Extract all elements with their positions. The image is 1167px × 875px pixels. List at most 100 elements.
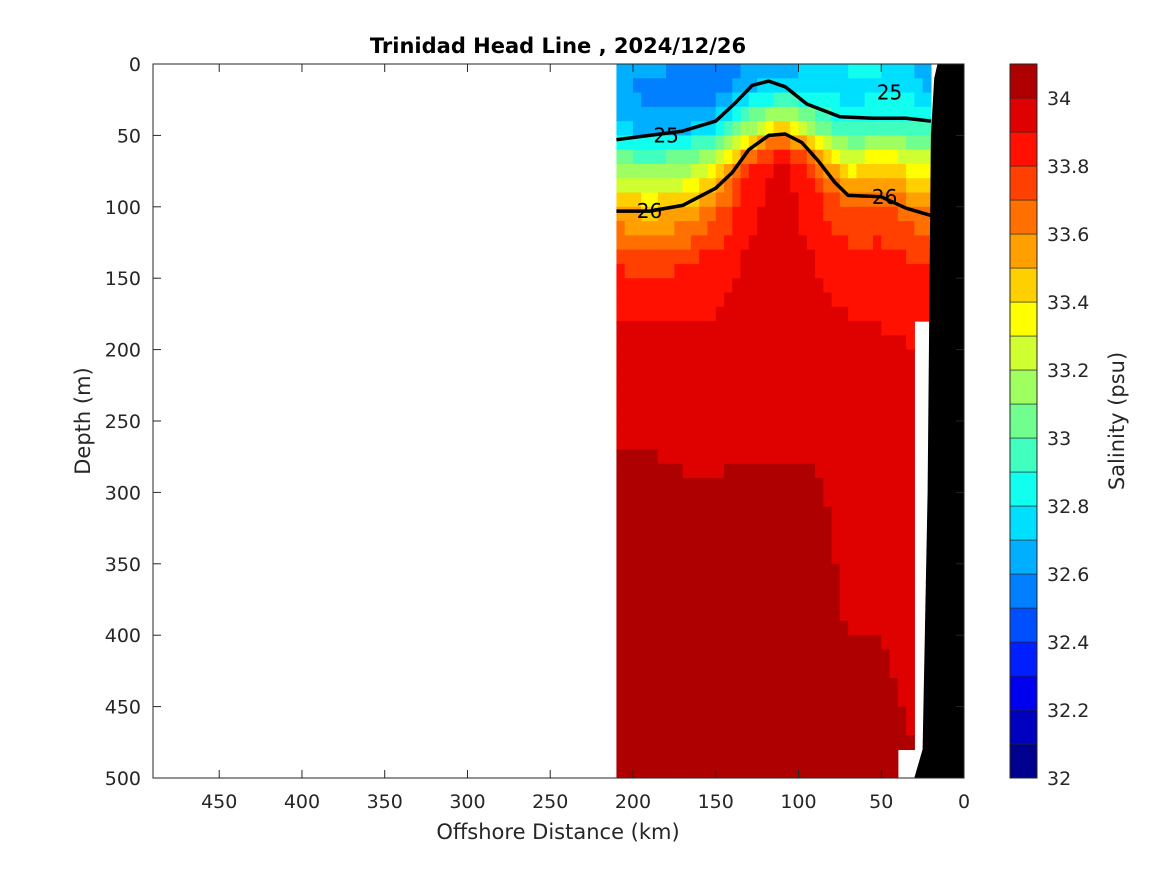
x-tick-label: 450 bbox=[201, 791, 237, 813]
salinity-cell bbox=[781, 478, 791, 493]
y-tick-label: 150 bbox=[105, 268, 141, 290]
salinity-cell bbox=[682, 106, 692, 122]
salinity-cell bbox=[757, 263, 766, 279]
salinity-cell bbox=[682, 535, 692, 551]
salinity-cell bbox=[798, 421, 808, 436]
salinity-cell bbox=[624, 492, 634, 508]
salinity-cell bbox=[889, 635, 899, 651]
salinity-cell bbox=[690, 506, 700, 522]
salinity-cell bbox=[856, 335, 866, 351]
salinity-cell bbox=[856, 121, 866, 136]
salinity-cell bbox=[831, 335, 841, 351]
salinity-cell bbox=[889, 121, 899, 136]
salinity-cell bbox=[848, 406, 858, 422]
salinity-cell bbox=[773, 249, 783, 265]
salinity-cell bbox=[823, 192, 833, 208]
y-axis-label: Depth (m) bbox=[71, 367, 95, 474]
colorbar-swatch bbox=[1009, 63, 1038, 99]
salinity-cell bbox=[674, 292, 684, 308]
salinity-cell bbox=[682, 263, 692, 279]
salinity-cell bbox=[790, 535, 800, 551]
salinity-cell bbox=[823, 563, 833, 579]
salinity-cell bbox=[641, 620, 651, 636]
salinity-cell bbox=[848, 249, 858, 265]
salinity-cell bbox=[831, 406, 841, 422]
salinity-cell bbox=[715, 278, 725, 294]
salinity-cell bbox=[732, 520, 742, 536]
salinity-cell bbox=[757, 192, 766, 208]
salinity-cell bbox=[715, 106, 725, 122]
salinity-cell bbox=[632, 92, 642, 108]
salinity-cell bbox=[641, 692, 651, 708]
salinity-cell bbox=[897, 578, 907, 593]
salinity-cell bbox=[616, 78, 626, 94]
salinity-cell bbox=[715, 349, 725, 365]
colorbar-frame bbox=[1009, 63, 1038, 779]
salinity-cell bbox=[790, 249, 800, 265]
salinity-cell bbox=[616, 421, 626, 436]
salinity-cell bbox=[715, 763, 725, 778]
salinity-cell bbox=[906, 106, 915, 122]
salinity-cell bbox=[624, 149, 634, 165]
salinity-cell bbox=[889, 649, 899, 665]
salinity-cell bbox=[872, 549, 882, 565]
salinity-cell bbox=[781, 492, 791, 508]
salinity-cell bbox=[732, 221, 742, 236]
salinity-cell bbox=[757, 620, 766, 636]
salinity-cell bbox=[906, 578, 915, 593]
salinity-cell bbox=[699, 421, 709, 436]
salinity-cell bbox=[649, 378, 659, 394]
salinity-cell bbox=[881, 620, 891, 636]
salinity-cell bbox=[690, 449, 700, 465]
salinity-cell bbox=[624, 92, 634, 108]
salinity-cell bbox=[897, 406, 907, 422]
salinity-cell bbox=[690, 235, 700, 251]
salinity-cell bbox=[781, 278, 791, 294]
salinity-cell bbox=[914, 106, 924, 122]
salinity-cell bbox=[881, 135, 891, 151]
salinity-cell bbox=[823, 578, 833, 593]
salinity-cell bbox=[823, 292, 833, 308]
salinity-cell bbox=[649, 463, 659, 479]
salinity-cell bbox=[732, 592, 742, 608]
salinity-cell bbox=[790, 606, 800, 622]
salinity-cell bbox=[848, 263, 858, 279]
salinity-cell bbox=[707, 64, 717, 79]
salinity-cell bbox=[690, 421, 700, 436]
salinity-cell bbox=[757, 563, 766, 579]
salinity-cell bbox=[649, 578, 659, 593]
salinity-cell bbox=[740, 263, 750, 279]
salinity-cell bbox=[815, 306, 824, 322]
salinity-cell bbox=[848, 421, 858, 436]
salinity-cell bbox=[748, 178, 758, 194]
salinity-cell bbox=[632, 520, 642, 536]
salinity-cell bbox=[872, 206, 882, 222]
salinity-cell bbox=[732, 678, 742, 693]
salinity-cell bbox=[889, 663, 899, 679]
salinity-cell bbox=[757, 506, 766, 522]
salinity-cell bbox=[765, 735, 775, 751]
salinity-cell bbox=[657, 178, 667, 194]
salinity-cell bbox=[872, 92, 882, 108]
salinity-cell bbox=[666, 149, 675, 165]
salinity-cell bbox=[724, 563, 733, 579]
salinity-cell bbox=[906, 249, 915, 265]
salinity-cell bbox=[715, 692, 725, 708]
salinity-cell bbox=[856, 349, 866, 365]
salinity-cell bbox=[823, 92, 833, 108]
salinity-cell bbox=[798, 221, 808, 236]
salinity-cell bbox=[674, 306, 684, 322]
salinity-cell bbox=[848, 592, 858, 608]
salinity-cell bbox=[914, 292, 924, 308]
salinity-cell bbox=[889, 292, 899, 308]
salinity-cell bbox=[616, 406, 626, 422]
salinity-cell bbox=[848, 763, 858, 778]
salinity-cell bbox=[732, 649, 742, 665]
salinity-cell bbox=[765, 620, 775, 636]
salinity-cell bbox=[616, 192, 626, 208]
density-contour-26 bbox=[616, 132, 932, 218]
salinity-cell bbox=[856, 578, 866, 593]
salinity-cell bbox=[872, 592, 882, 608]
salinity-cell bbox=[781, 620, 791, 636]
salinity-cell bbox=[765, 535, 775, 551]
